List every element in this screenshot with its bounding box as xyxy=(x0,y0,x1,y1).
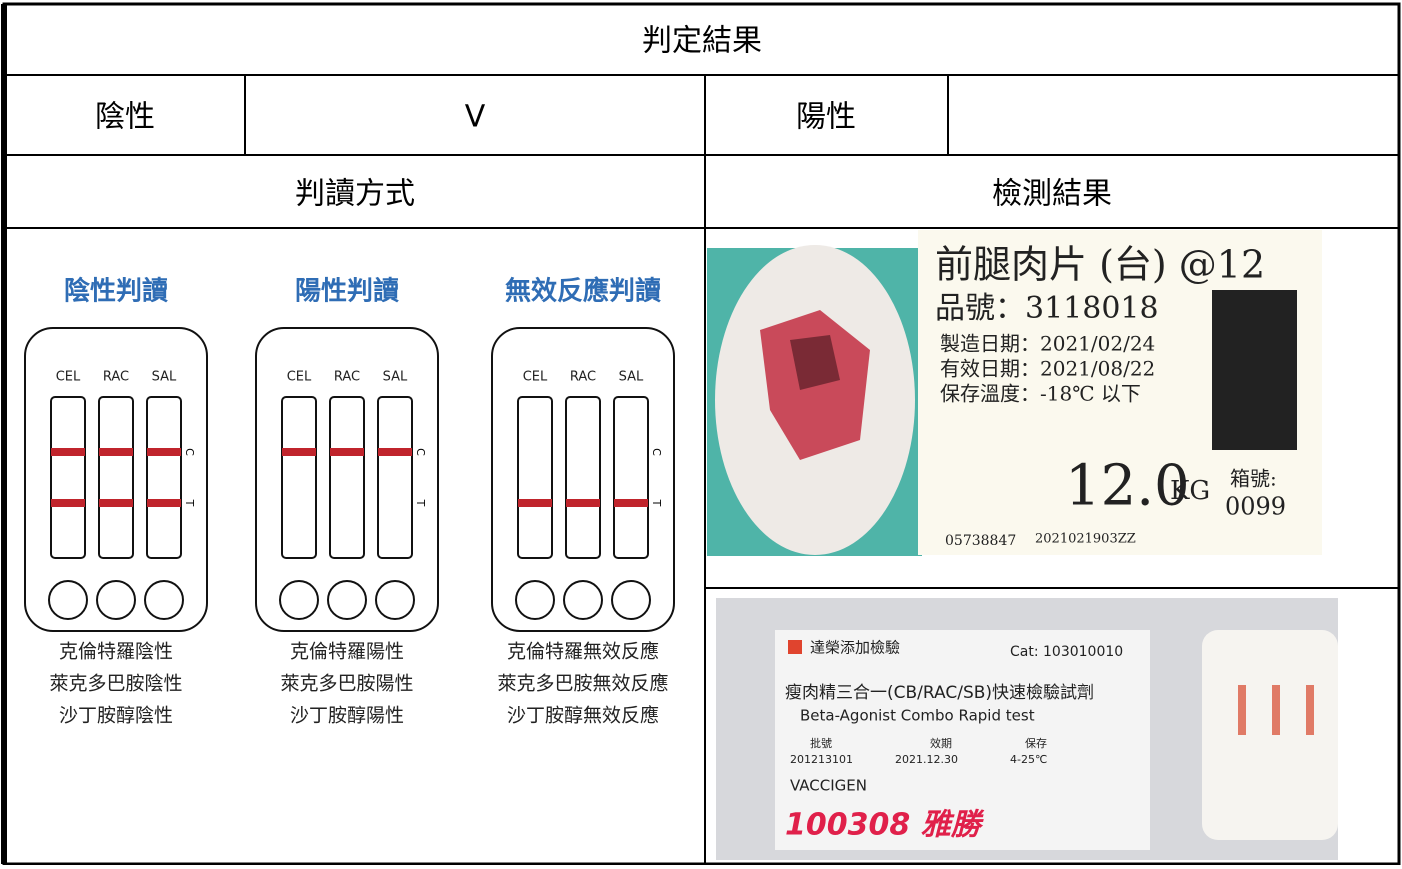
photo-text: KG xyxy=(1170,476,1210,506)
cassette xyxy=(24,327,208,632)
photo-text: 05738847 xyxy=(945,533,1016,549)
photo-text: 瘦肉精三合一(CB/RAC/SB)快速檢驗試劑 xyxy=(785,683,1094,703)
cassette xyxy=(491,327,675,632)
sample-well xyxy=(144,580,184,620)
strip-label: CEL xyxy=(287,370,312,385)
test-mark: T xyxy=(650,499,663,507)
photo-text: 有效日期：2021/08/22 xyxy=(940,357,1155,381)
control-line xyxy=(99,448,133,456)
strip-label: CEL xyxy=(56,370,81,385)
photo-text: 批號 xyxy=(810,736,832,750)
sample-well xyxy=(279,580,319,620)
photo-meat-label xyxy=(707,230,1322,556)
control-mark: C xyxy=(650,448,663,456)
cassette xyxy=(255,327,439,632)
photo-text: Beta-Agonist Combo Rapid test xyxy=(800,707,1035,725)
photo-text: 製造日期：2021/02/24 xyxy=(940,332,1155,356)
photo-text: Cat: 103010010 xyxy=(1010,644,1123,660)
caption: 克倫特羅無效反應 xyxy=(507,640,659,663)
handwriting: 100308 雅勝 xyxy=(785,808,985,843)
sample-well xyxy=(515,580,555,620)
photo-text: 0099 xyxy=(1225,493,1286,521)
strip xyxy=(146,396,182,559)
strip xyxy=(517,396,553,559)
strip xyxy=(329,396,365,559)
strip-label: SAL xyxy=(383,370,408,385)
caption: 克倫特羅陰性 xyxy=(59,641,173,663)
negative-label: 陰性 xyxy=(95,100,155,135)
strip-label: RAC xyxy=(570,370,596,385)
strip-label: RAC xyxy=(103,370,129,385)
photo-text: 保存 xyxy=(1025,736,1047,750)
sample-well xyxy=(96,580,136,620)
caption: 萊克多巴胺陽性 xyxy=(280,673,413,695)
strip-label: SAL xyxy=(152,370,177,385)
control-line xyxy=(378,448,412,456)
sample-well xyxy=(327,580,367,620)
panel-title: 陰性判讀 xyxy=(64,276,168,307)
caption: 沙丁胺醇無效反應 xyxy=(507,704,659,727)
test-line xyxy=(566,499,600,507)
caption: 萊克多巴胺陰性 xyxy=(49,673,182,695)
photo-text: 品號：3118018 xyxy=(935,291,1159,326)
photo-text: 12.0 xyxy=(1065,454,1190,519)
photo-test-kit xyxy=(716,598,1338,860)
control-line xyxy=(147,448,181,456)
caption: 克倫特羅陽性 xyxy=(290,641,404,663)
panel-title: 陽性判讀 xyxy=(295,277,399,307)
negative-mark: V xyxy=(465,100,486,135)
control-line xyxy=(51,448,85,456)
method-heading: 判讀方式 xyxy=(295,177,415,212)
photo-text: 箱號: xyxy=(1230,467,1277,491)
strip xyxy=(281,396,317,559)
caption: 沙丁胺醇陰性 xyxy=(59,705,173,727)
strip-label: CEL xyxy=(523,370,548,385)
photo-text: 達榮添加檢驗 xyxy=(810,639,900,657)
photo-text: 4-25℃ xyxy=(1010,753,1047,766)
caption: 萊克多巴胺無效反應 xyxy=(497,672,668,695)
strip xyxy=(613,396,649,559)
table-title: 判定結果 xyxy=(642,24,762,59)
strip xyxy=(377,396,413,559)
control-line xyxy=(330,448,364,456)
strip-label: SAL xyxy=(619,370,644,385)
test-line xyxy=(518,499,552,507)
positive-label: 陽性 xyxy=(796,100,856,135)
sample-well xyxy=(611,580,651,620)
sample-well xyxy=(48,580,88,620)
photo-text: VACCIGEN xyxy=(790,777,867,795)
strip-label: RAC xyxy=(334,370,360,385)
photo-text: 保存溫度：-18℃ 以下 xyxy=(940,382,1141,406)
strip xyxy=(98,396,134,559)
sample-well xyxy=(375,580,415,620)
control-line xyxy=(282,448,316,456)
test-line xyxy=(51,499,85,507)
photo-text: 2021.12.30 xyxy=(895,753,958,766)
control-mark: C xyxy=(414,448,427,456)
result-heading: 檢測結果 xyxy=(992,177,1112,212)
test-line xyxy=(147,499,181,507)
strip xyxy=(565,396,601,559)
test-mark: T xyxy=(414,499,427,507)
photo-text: 2021021903ZZ xyxy=(1035,532,1136,547)
photo-text: 201213101 xyxy=(790,753,853,766)
test-line xyxy=(614,499,648,507)
sample-well xyxy=(563,580,603,620)
caption: 沙丁胺醇陽性 xyxy=(290,705,404,727)
test-mark: T xyxy=(183,499,196,507)
test-line xyxy=(99,499,133,507)
control-mark: C xyxy=(183,448,196,456)
photo-text: 前腿肉片 (台) @12 xyxy=(935,243,1265,287)
strip xyxy=(50,396,86,559)
panel-title: 無效反應判讀 xyxy=(505,276,661,307)
photo-text: 效期 xyxy=(930,736,952,750)
